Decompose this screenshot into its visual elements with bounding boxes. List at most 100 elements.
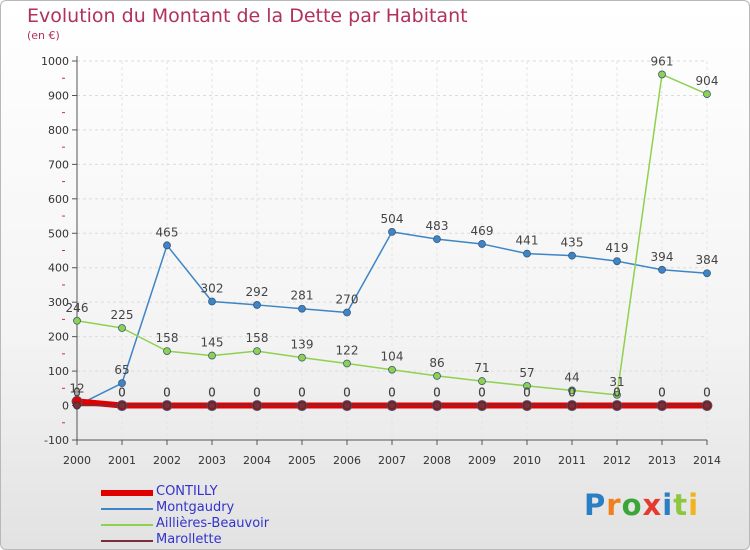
- data-label: 0: [73, 386, 81, 400]
- x-tick-label: 2007: [378, 454, 406, 467]
- x-tick-label: 2006: [333, 454, 361, 467]
- x-tick-label: 2012: [603, 454, 631, 467]
- data-label: 31: [609, 375, 624, 389]
- series-point: [163, 241, 171, 250]
- series-point: [73, 316, 81, 325]
- data-label: 86: [429, 356, 444, 370]
- x-tick-label: 2010: [513, 454, 541, 467]
- data-label: 0: [388, 386, 396, 400]
- data-label: 0: [298, 386, 306, 400]
- series-point: [433, 401, 441, 410]
- series-point: [523, 401, 531, 410]
- data-label: 71: [474, 361, 489, 375]
- legend-swatch-marollette: [101, 540, 153, 542]
- data-label: 0: [208, 386, 216, 400]
- y-tick-label: -100: [44, 434, 69, 447]
- series-point: [118, 401, 126, 410]
- series-point: [208, 351, 216, 360]
- logo-letter: i: [688, 488, 700, 522]
- data-label: 281: [291, 289, 314, 303]
- data-label: 0: [163, 386, 171, 400]
- x-tick-label: 2009: [468, 454, 496, 467]
- data-label: 0: [613, 386, 621, 400]
- logo-letter: x: [642, 488, 663, 522]
- data-label: 0: [523, 386, 531, 400]
- legend-label: CONTILLY: [156, 484, 218, 499]
- data-label: 0: [433, 386, 441, 400]
- series-point: [658, 70, 666, 79]
- data-label: 0: [388, 386, 396, 400]
- series-point: [163, 347, 171, 356]
- logo-letter: i: [662, 488, 674, 522]
- x-tick-label: 2003: [198, 454, 226, 467]
- y-tick-label: 900: [48, 89, 69, 102]
- data-label: 158: [156, 331, 179, 345]
- series-point: [343, 308, 351, 317]
- series-point: [163, 401, 171, 410]
- series-point: [523, 382, 531, 390]
- y-tick-label: 500: [48, 227, 69, 240]
- x-tick-label: 2004: [243, 454, 271, 467]
- y-tick-label: 200: [48, 331, 69, 344]
- series-point: [73, 401, 81, 410]
- data-label: 57: [519, 366, 534, 380]
- data-label: 419: [606, 241, 629, 255]
- series-point: [388, 227, 396, 236]
- data-label: 0: [433, 386, 441, 400]
- data-label: 441: [516, 234, 539, 248]
- x-tick-label: 2013: [648, 454, 676, 467]
- data-label: 292: [246, 285, 269, 299]
- data-label: 483: [426, 219, 449, 233]
- series-point: [253, 347, 261, 356]
- series-point: [613, 401, 621, 410]
- series-point: [478, 401, 486, 410]
- series-point: [433, 372, 441, 380]
- x-tick-label: 2000: [63, 454, 91, 467]
- x-tick-label: 2001: [108, 454, 136, 467]
- series-point: [478, 240, 486, 248]
- y-tick-label: 400: [48, 262, 69, 275]
- series-point: [253, 401, 261, 410]
- proxiti-logo: Proxiti: [584, 488, 699, 522]
- logo-letter: o: [621, 488, 643, 522]
- chart-title: Evolution du Montant de la Dette par Hab…: [27, 5, 468, 27]
- series-point: [703, 401, 711, 410]
- data-label: 0: [253, 386, 261, 400]
- series-point: [298, 353, 306, 362]
- data-label: 465: [156, 225, 179, 239]
- data-label: 0: [163, 386, 171, 400]
- data-label: 12: [69, 381, 84, 395]
- data-label: 961: [651, 54, 674, 68]
- data-label: 384: [696, 253, 719, 267]
- series-point: [703, 269, 711, 278]
- data-label: 65: [114, 363, 129, 377]
- x-tick-label: 2005: [288, 454, 316, 467]
- data-label: 0: [568, 386, 576, 400]
- data-label: 44: [564, 370, 579, 384]
- series-point: [658, 401, 666, 410]
- data-label: 469: [471, 224, 494, 238]
- logo-letter: P: [584, 488, 607, 522]
- series-point: [568, 386, 576, 395]
- legend-swatch-montgaudry: [101, 508, 153, 510]
- y-tick-label: 700: [48, 158, 69, 171]
- series-point: [388, 365, 396, 374]
- legend-label: Aillières-Beauvoir: [156, 516, 270, 531]
- series-point: [523, 249, 531, 258]
- y-tick-label: 800: [48, 124, 69, 137]
- series-point: [658, 265, 666, 274]
- series-point: [298, 304, 306, 313]
- data-label: 394: [651, 250, 674, 264]
- data-label: 0: [478, 386, 486, 400]
- logo-letter: t: [673, 488, 689, 522]
- y-tick-label: 1000: [41, 55, 69, 68]
- chart-subtitle: (en €): [27, 29, 60, 42]
- data-label: 139: [291, 338, 314, 352]
- data-label: 122: [336, 344, 359, 358]
- series-point: [208, 297, 216, 306]
- y-tick-label: 0: [62, 400, 69, 413]
- data-label: 0: [73, 386, 81, 400]
- series-point: [118, 324, 126, 332]
- data-label: 904: [696, 74, 719, 88]
